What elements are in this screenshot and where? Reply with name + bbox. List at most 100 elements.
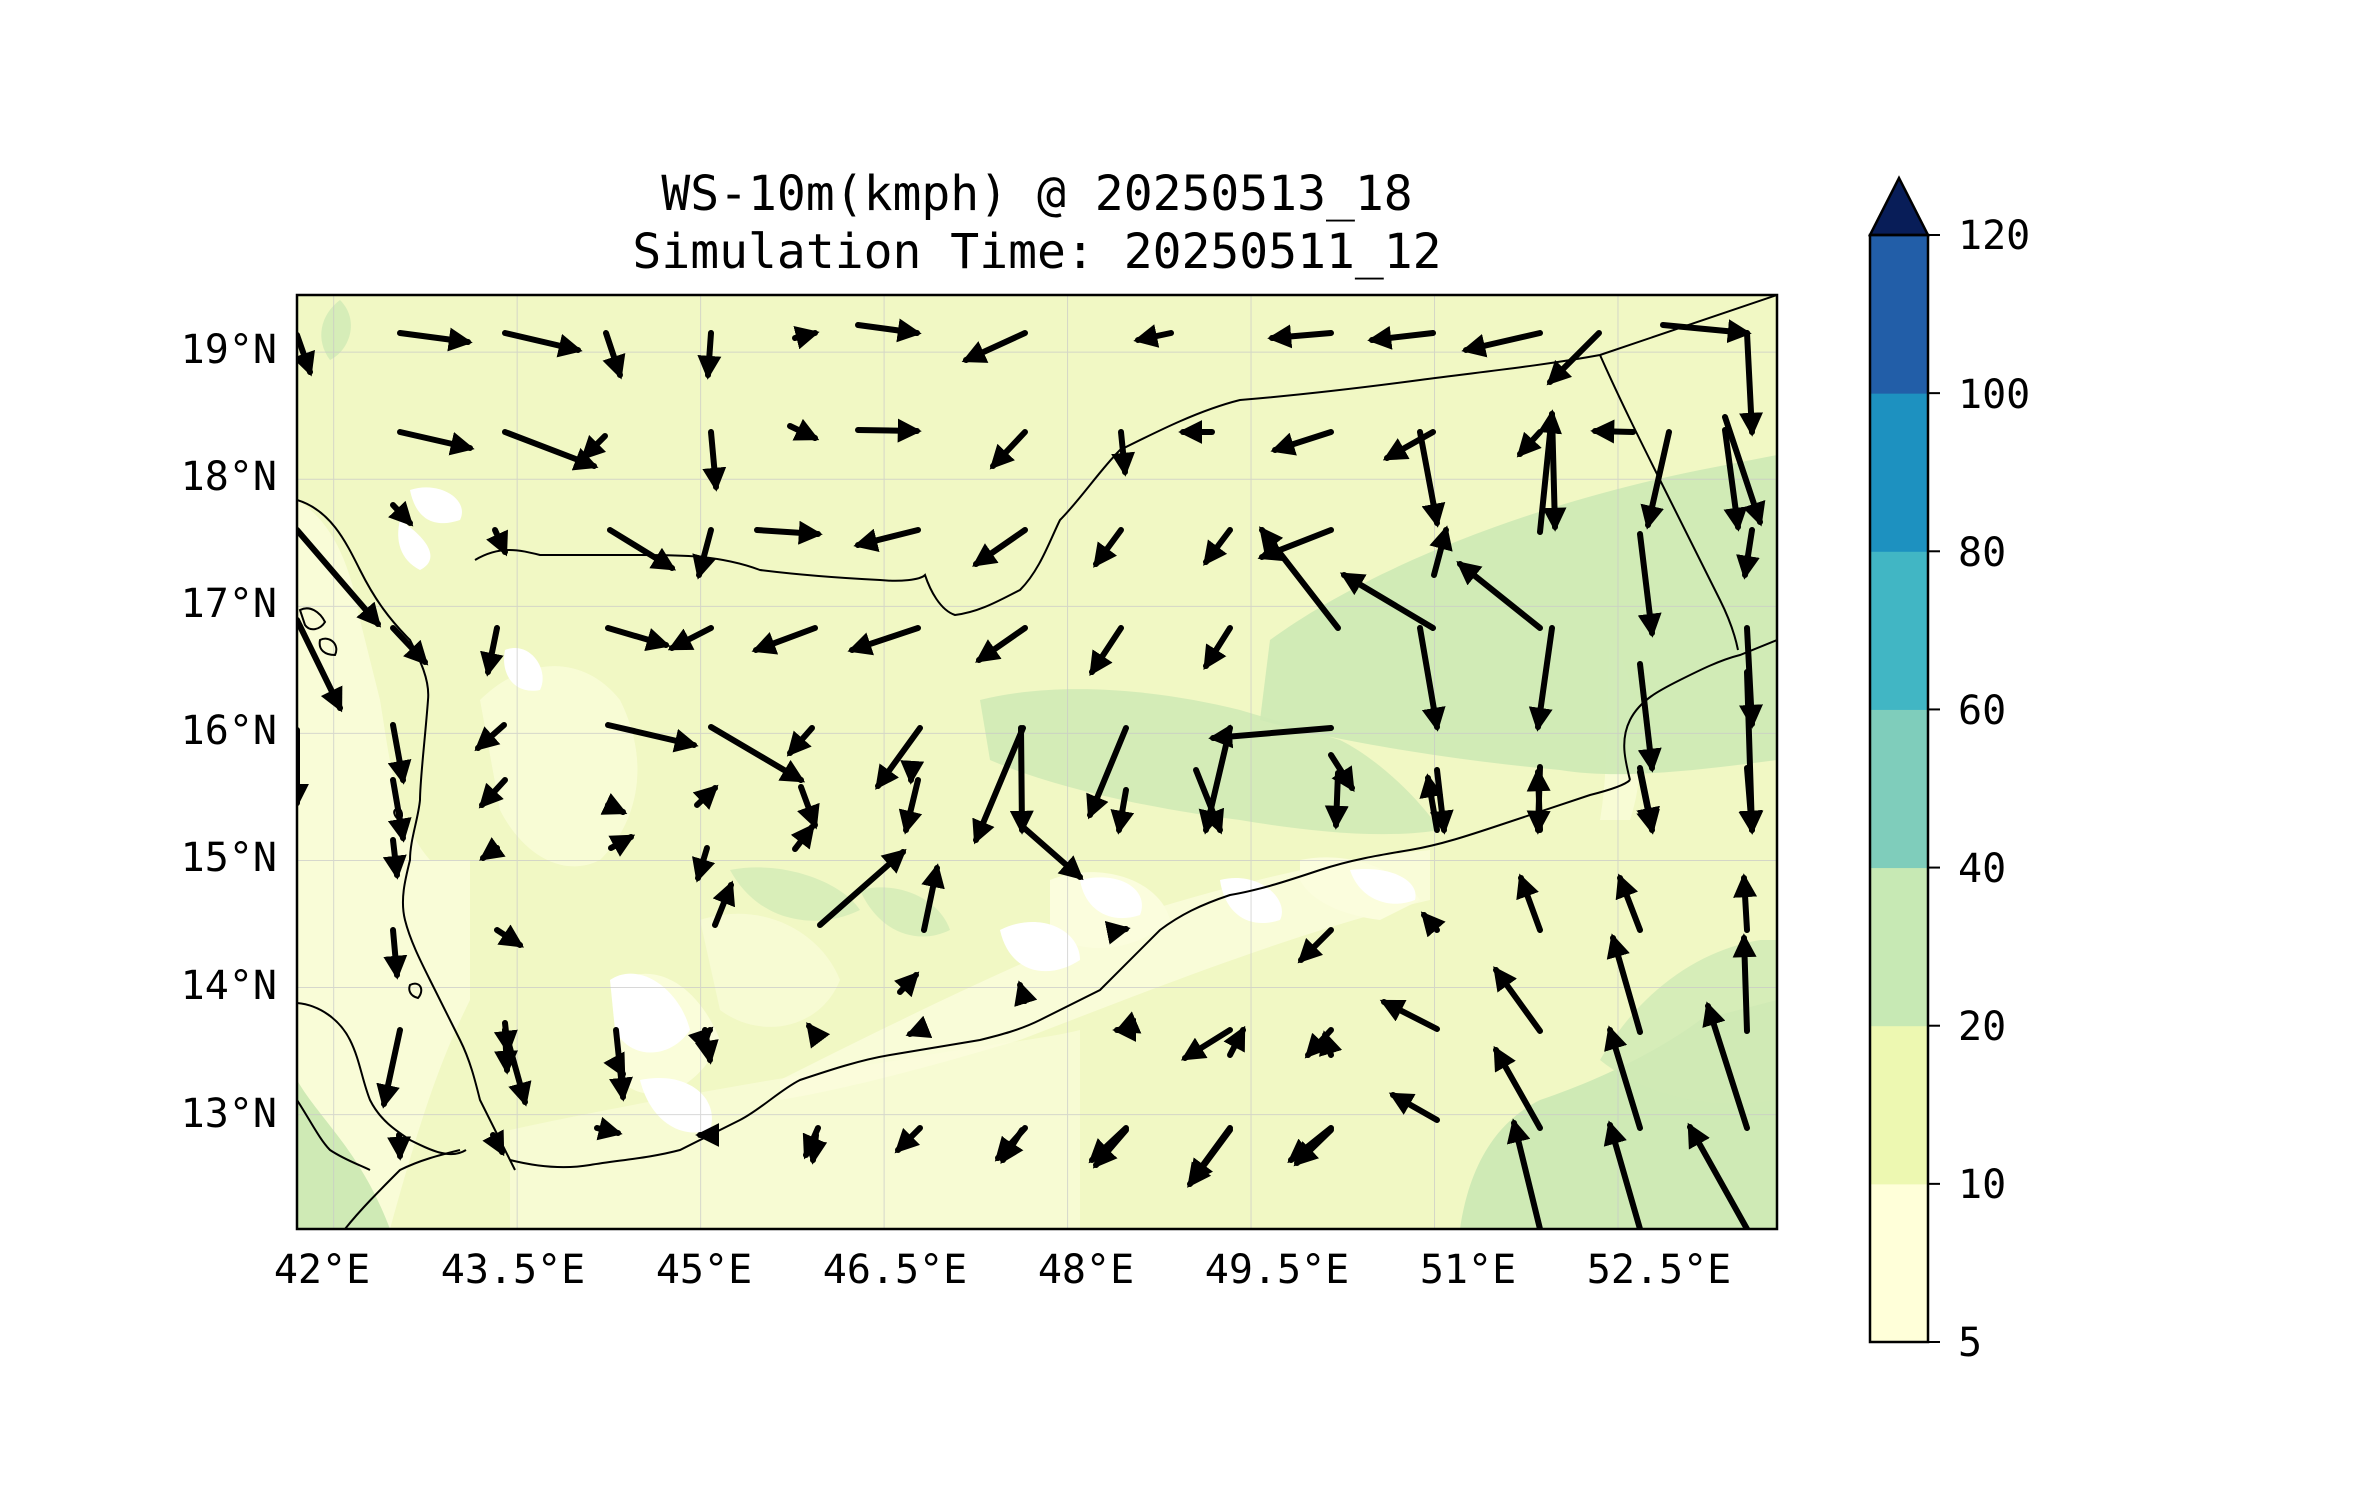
longitude-axis: 42°E 43.5°E 45°E 46.5°E 48°E 49.5°E 51°E…: [274, 1247, 1731, 1293]
coastline-red-sea-east: [297, 499, 516, 1171]
colorbar-extend-max: [1867, 175, 1931, 237]
colorbar-bands: [1870, 235, 1928, 1343]
wind-arrow: [478, 777, 508, 809]
wind-arrow: [697, 330, 722, 380]
border-eritrea-ethiopia: [297, 1099, 371, 1171]
colorbar-tick-labels: 5 10 20 40 60 80 100 120: [1958, 213, 2030, 1366]
wind-arrow: [1339, 572, 1436, 631]
wind-arrow: [1089, 625, 1124, 677]
wind-arrow: [1702, 1001, 1750, 1131]
wind-arrow: [1590, 419, 1636, 444]
lon-tick-label: 42°E: [274, 1247, 370, 1293]
wind-arrow: [1603, 1120, 1643, 1229]
wind-arrow: [667, 625, 714, 651]
islands-dahlak: [298, 607, 338, 657]
wind-arrow: [602, 330, 626, 380]
wind-arrow: [1000, 1127, 1025, 1165]
wind-arrow: [989, 429, 1028, 470]
map-panel: [295, 293, 1779, 1231]
lon-tick-label: 51°E: [1420, 1247, 1516, 1293]
wind-arrow: [502, 429, 599, 471]
lon-tick-label: 46.5°E: [823, 1247, 968, 1293]
wind-arrow: [1429, 767, 1454, 835]
colorbar-tick-label: 60: [1958, 688, 2006, 734]
wind-arrow: [1493, 966, 1543, 1034]
wind-arrow: [787, 418, 820, 441]
wind-arrow: [1604, 1025, 1643, 1131]
wind-arrow: [1417, 429, 1446, 528]
wind-arrow: [1722, 414, 1766, 527]
wind-arrow: [817, 848, 907, 928]
lon-tick-label: 49.5°E: [1205, 1247, 1350, 1293]
lon-tick-label: 43.5°E: [441, 1247, 586, 1293]
wind-arrow: [387, 1132, 412, 1161]
wind-arrow: [609, 1027, 633, 1102]
wind-arrow: [1606, 933, 1643, 1035]
colorbar-frame: [1868, 233, 1930, 1344]
wind-arrow: [297, 332, 315, 377]
colorbar-band: [1870, 867, 1928, 1027]
lon-tick-label: 48°E: [1038, 1247, 1134, 1293]
wind-arrow: [600, 793, 628, 815]
wind-arrow: [1382, 429, 1436, 461]
colorbar-ticks: [1928, 234, 1940, 1343]
wind-arrow: [900, 760, 925, 785]
wind-arrow: [1193, 767, 1225, 835]
lat-tick-label: 13°N: [181, 1091, 277, 1137]
wind-arrow: [1739, 330, 1764, 437]
island-zuqar: [408, 982, 423, 1000]
colorbar-tick-label: 5: [1958, 1320, 1982, 1366]
wind-arrow: [1637, 661, 1662, 773]
wind-arrow: [486, 527, 508, 557]
map-frame: [295, 293, 1779, 1231]
wind-arrow: [1736, 527, 1760, 580]
wind-arrow: [1092, 1127, 1129, 1169]
wind-arrow: [1506, 1118, 1543, 1229]
wind-arrow: [1104, 920, 1131, 945]
wind-arrow: [1615, 873, 1643, 933]
wind-arrow: [1208, 724, 1334, 749]
wind-vectors: [297, 318, 1766, 1229]
wind-arrow: [712, 880, 736, 928]
border-yemen-oman: [1599, 354, 1739, 651]
wind-arrow: [961, 330, 1028, 363]
calm-patches: [398, 487, 1416, 1133]
wind-arrow: [1636, 765, 1660, 832]
lat-tick-label: 17°N: [181, 581, 277, 627]
wind-arrow: [1020, 824, 1084, 881]
wind-arrow: [1297, 927, 1334, 964]
wind-arrow: [482, 1129, 505, 1157]
wind-arrow: [1640, 429, 1672, 530]
wind-arrow: [607, 527, 677, 571]
wind-arrow: [1516, 429, 1543, 458]
wind-arrow: [494, 924, 525, 948]
wind-arrow: [847, 625, 921, 656]
wind-arrow: [1203, 527, 1233, 566]
wind-arrow: [692, 784, 719, 810]
wind-arrow: [751, 625, 818, 655]
wind-arrow: [1009, 725, 1034, 835]
wind-arrow: [1687, 1122, 1750, 1229]
wind-arrow: [853, 527, 921, 552]
wind-arrow: [474, 722, 507, 752]
wind-arrow: [502, 330, 583, 358]
wind-arrow: [806, 1022, 831, 1049]
wind-arrow: [972, 527, 1028, 567]
wind-arrow: [790, 823, 815, 852]
wind-arrow: [797, 784, 820, 830]
wind-arrow: [397, 429, 475, 456]
wind-arrow: [387, 777, 412, 843]
wind-arrow: [1738, 765, 1763, 835]
colorbar-tick-label: 80: [1958, 530, 2006, 576]
wind-arrow: [1093, 527, 1124, 568]
wind-arrow: [1732, 933, 1757, 1034]
wind-arrow: [1203, 625, 1233, 671]
wind-arrow: [1526, 764, 1551, 835]
wind-arrow: [1110, 787, 1135, 835]
wind-arrow: [1546, 330, 1602, 386]
wind-arrow: [502, 1027, 532, 1107]
wind-arrow: [898, 777, 923, 835]
wind-arrow: [695, 1027, 719, 1065]
colorbar-tick-label: 40: [1958, 846, 2006, 892]
wind-arrow: [605, 625, 671, 652]
